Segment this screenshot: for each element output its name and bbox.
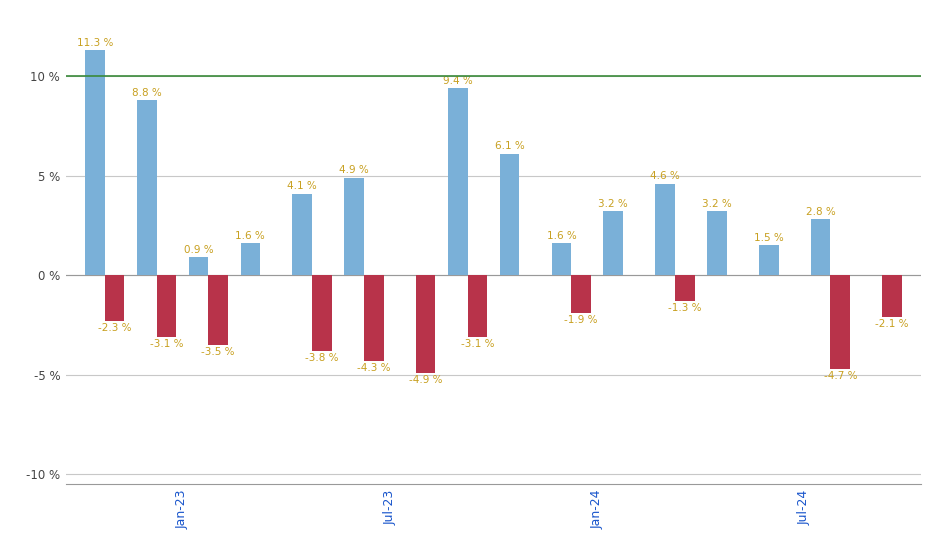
Bar	[447, 88, 467, 275]
Text: -2.3 %: -2.3 %	[98, 323, 132, 333]
Text: -3.1 %: -3.1 %	[461, 339, 494, 349]
Bar	[552, 243, 572, 275]
Text: -2.1 %: -2.1 %	[875, 320, 909, 329]
Bar	[830, 275, 850, 368]
Bar	[603, 211, 623, 275]
Bar	[655, 184, 675, 275]
Text: -4.7 %: -4.7 %	[823, 371, 857, 381]
Bar	[241, 243, 260, 275]
Text: 4.6 %: 4.6 %	[650, 171, 680, 181]
Bar	[292, 194, 312, 275]
Bar	[811, 219, 830, 275]
Bar	[209, 275, 228, 345]
Text: -3.1 %: -3.1 %	[149, 339, 183, 349]
Text: 8.8 %: 8.8 %	[132, 87, 162, 98]
Text: 1.6 %: 1.6 %	[236, 231, 265, 241]
Text: 3.2 %: 3.2 %	[599, 199, 628, 209]
Text: -3.8 %: -3.8 %	[306, 353, 338, 363]
Bar	[759, 245, 778, 275]
Text: 1.6 %: 1.6 %	[546, 231, 576, 241]
Bar	[157, 275, 176, 337]
Bar	[189, 257, 209, 275]
Bar	[85, 50, 104, 275]
Bar	[312, 275, 332, 351]
Text: 2.8 %: 2.8 %	[806, 207, 836, 217]
Bar	[344, 178, 364, 275]
Bar	[707, 211, 727, 275]
Text: 9.4 %: 9.4 %	[443, 76, 473, 86]
Text: -4.9 %: -4.9 %	[409, 375, 443, 385]
Bar	[883, 275, 902, 317]
Bar	[364, 275, 384, 361]
Bar	[572, 275, 591, 313]
Text: 1.5 %: 1.5 %	[754, 233, 784, 243]
Bar	[104, 275, 124, 321]
Text: 4.1 %: 4.1 %	[288, 181, 317, 191]
Bar	[675, 275, 695, 301]
Text: 4.9 %: 4.9 %	[339, 165, 368, 175]
Bar	[415, 275, 435, 372]
Text: 0.9 %: 0.9 %	[183, 245, 213, 255]
Text: -1.9 %: -1.9 %	[564, 315, 598, 325]
Text: 6.1 %: 6.1 %	[494, 141, 525, 151]
Text: -1.3 %: -1.3 %	[668, 304, 701, 313]
Text: -4.3 %: -4.3 %	[357, 363, 390, 373]
Bar	[137, 100, 157, 275]
Text: -3.5 %: -3.5 %	[201, 347, 235, 357]
Text: 11.3 %: 11.3 %	[77, 38, 113, 48]
Text: 3.2 %: 3.2 %	[702, 199, 732, 209]
Bar	[467, 275, 487, 337]
Bar	[500, 154, 520, 275]
